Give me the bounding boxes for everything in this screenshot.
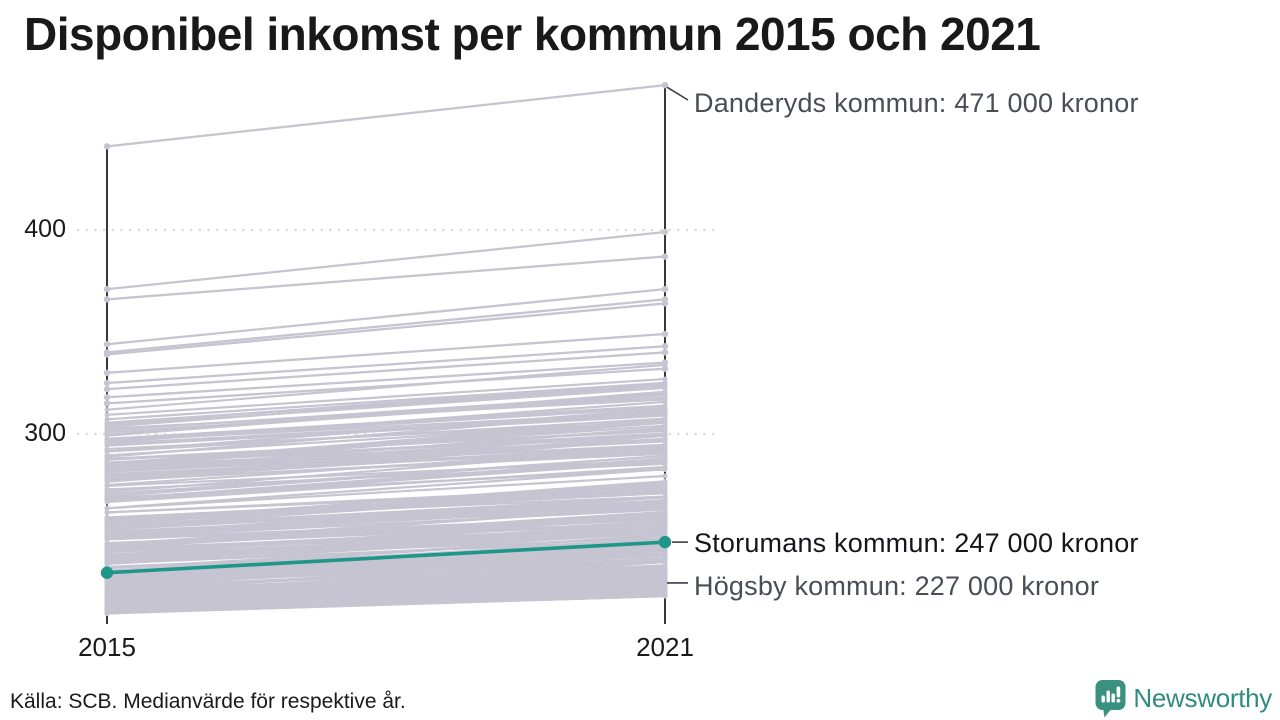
annotation-storuman: Storumans kommun: 247 000 kronor bbox=[694, 528, 1139, 558]
x-label-2021: 2021 bbox=[636, 632, 694, 662]
chart-title: Disponibel inkomst per kommun 2015 och 2… bbox=[24, 8, 1041, 60]
annotation-danderyd: Danderyds kommun: 471 000 kronor bbox=[694, 88, 1139, 118]
y-tick-400: 400 bbox=[24, 215, 66, 243]
annotation-hogsby: Högsby kommun: 227 000 kronor bbox=[694, 571, 1100, 601]
newsworthy-logo-icon bbox=[1095, 680, 1126, 718]
source-note: Källa: SCB. Medianvärde för respektive å… bbox=[10, 690, 406, 713]
newsworthy-brand: Newsworthy bbox=[1095, 679, 1272, 718]
x-label-2015: 2015 bbox=[78, 632, 136, 662]
newsworthy-wordmark: Newsworthy bbox=[1133, 683, 1272, 713]
y-tick-300: 300 bbox=[24, 419, 66, 447]
